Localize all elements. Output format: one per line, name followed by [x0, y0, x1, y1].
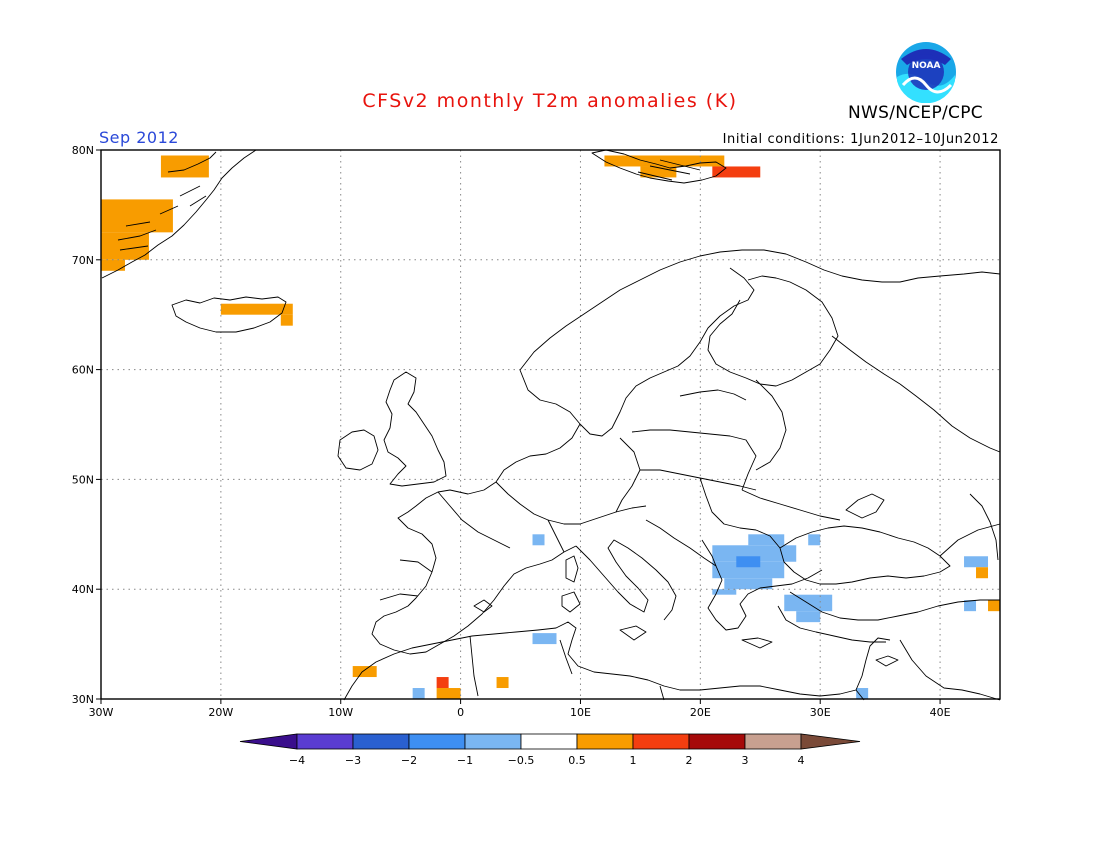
colorbar-tick-label: −4 [289, 754, 305, 767]
lon-tick-label: 40E [930, 706, 951, 719]
lat-tick-label: 40N [72, 583, 94, 596]
colorbar-tick-label: 2 [686, 754, 693, 767]
colorbar-tick-label: 1 [630, 754, 637, 767]
anomaly-cell [988, 600, 1000, 612]
anomaly-cell [412, 688, 425, 699]
lon-tick-label: 30E [810, 706, 831, 719]
anomaly-cell [160, 155, 209, 178]
anomaly-cell [964, 556, 989, 568]
lon-tick-label: 0 [457, 706, 464, 719]
agency-label: NWS/NCEP/CPC [848, 103, 983, 123]
anomaly-cell [640, 166, 677, 178]
anomaly-cell [496, 677, 509, 689]
anomaly-cell [220, 303, 293, 315]
anomaly-cell [532, 534, 545, 546]
anomaly-cell [101, 259, 125, 271]
anomaly-cell [712, 545, 797, 562]
map-gridlines [101, 150, 1000, 699]
anomaly-cell [436, 688, 461, 699]
coastlines [101, 149, 1001, 701]
colorbar-tick-label: −0.5 [508, 754, 535, 767]
anomaly-cell [748, 534, 785, 546]
colorbar-tick-label: 4 [798, 754, 805, 767]
anomaly-cell [808, 534, 821, 546]
noaa-logo: NOAA [895, 41, 957, 104]
anomaly-cell [280, 314, 293, 326]
anomaly-cell [976, 567, 989, 579]
lat-tick-label: 60N [72, 364, 94, 377]
colorbar-tick-label: −2 [401, 754, 417, 767]
colorbar-tick-label: 0.5 [568, 754, 586, 767]
colorbar-swatch [464, 733, 522, 750]
colorbar-tick-label: −3 [345, 754, 361, 767]
lat-tick-label: 80N [72, 144, 94, 157]
anomaly-cell [964, 600, 977, 612]
lat-tick-label: 70N [72, 254, 94, 267]
colorbar-swatch [296, 733, 354, 750]
anomaly-cell [712, 561, 785, 579]
lon-tick-label: 20W [208, 706, 233, 719]
anomaly-cells [101, 155, 1000, 699]
anomaly-cell [712, 589, 737, 595]
lat-tick-label: 30N [72, 693, 94, 706]
colorbar-arrow-high [800, 733, 861, 750]
anomaly-cell [796, 611, 821, 623]
anomaly-cell [856, 688, 869, 699]
lon-tick-label: 30W [89, 706, 114, 719]
colorbar-swatch [744, 733, 802, 750]
lat-tick-label: 50N [72, 473, 94, 486]
colorbar-tick-label: 3 [742, 754, 749, 767]
anomaly-cell [712, 166, 761, 178]
colorbar-swatch [520, 733, 578, 750]
lon-tick-label: 10E [570, 706, 591, 719]
anomaly-cell [736, 556, 761, 568]
colorbar-arrow-low [239, 733, 298, 750]
lon-tick-label: 20E [690, 706, 711, 719]
forecast-period: Sep 2012 [99, 128, 179, 147]
logo-text: NOAA [912, 61, 941, 71]
anomaly-cell [101, 232, 149, 260]
anomaly-cell [532, 633, 557, 645]
anomaly-cell [101, 199, 173, 233]
anomaly-cell [724, 578, 773, 590]
colorbar-swatch [576, 733, 634, 750]
colorbar-swatch [408, 733, 466, 750]
lon-tick-label: 10W [328, 706, 353, 719]
map-frame [100, 149, 1001, 700]
colorbar-tick-label: −1 [457, 754, 473, 767]
map-title: CFSv2 monthly T2m anomalies (K) [362, 90, 738, 112]
colorbar: −4 −3 −2 −1 −0.5 0.5 1 2 3 4 [239, 733, 861, 767]
colorbar-swatch [352, 733, 410, 750]
colorbar-swatch [688, 733, 746, 750]
colorbar-swatch [632, 733, 690, 750]
anomaly-cell [436, 677, 449, 689]
anomaly-cell [352, 666, 377, 678]
axis-ticks: 30W 20W 10W 0 10E 20E 30E 40E 30N 40N 50N 60N 70N 80N [72, 144, 951, 719]
initial-conditions: Initial conditions: 1Jun2012–10Jun2012 [722, 132, 999, 147]
